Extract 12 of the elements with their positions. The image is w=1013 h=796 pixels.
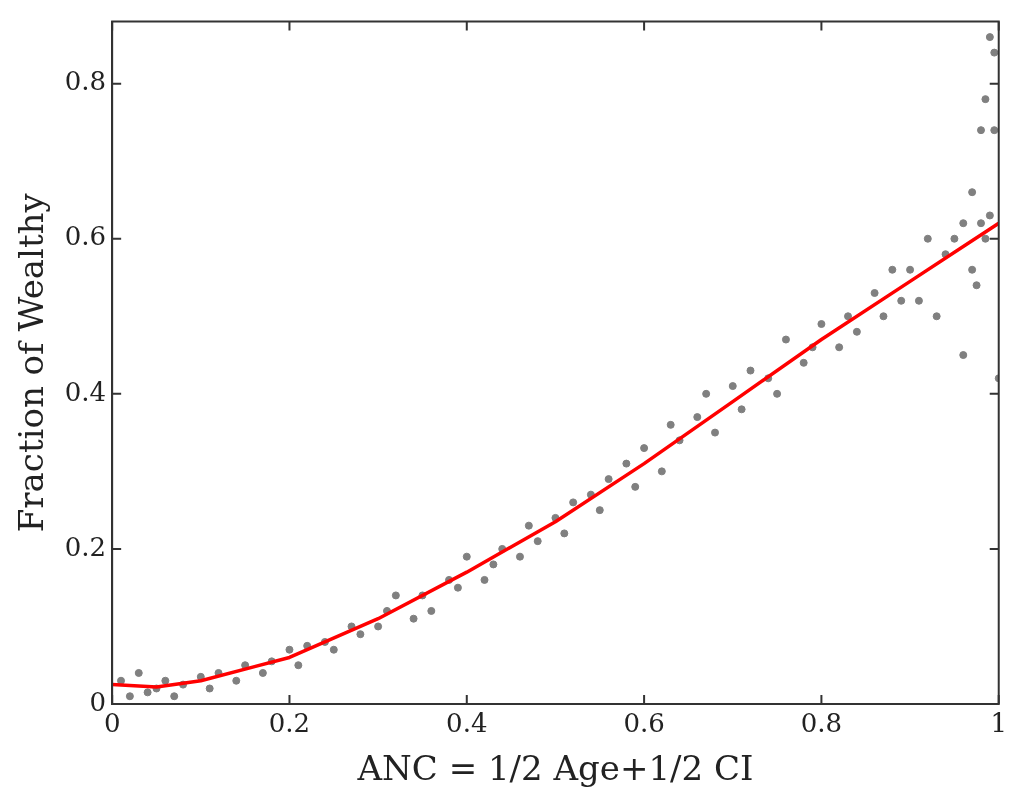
y-tick-label: 0.2 [64, 531, 107, 562]
y-tick-label: 0.8 [64, 66, 107, 97]
x-tick-label: 0.8 [800, 708, 843, 739]
x-tick-label: 0.6 [623, 708, 665, 739]
x-tick-label: 0.4 [446, 708, 488, 739]
y-axis-title: Fraction of Wealthy [11, 192, 52, 533]
y-tick-label: 0 [89, 686, 107, 717]
x-axis-title: ANC = 1/2 Age+1/2 CI [356, 748, 754, 789]
y-tick-label: 0.6 [64, 221, 107, 252]
x-tick-label: 0.2 [268, 708, 311, 739]
x-tick-label: 1 [990, 708, 1007, 739]
y-tick-label: 0.4 [64, 376, 107, 407]
